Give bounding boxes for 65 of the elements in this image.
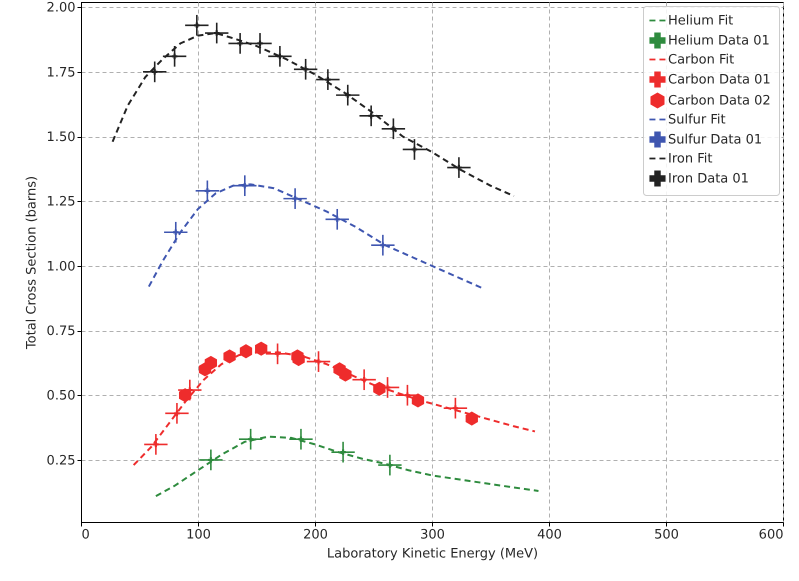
legend-label: Carbon Data 01 xyxy=(668,72,771,88)
point xyxy=(204,188,210,194)
y-tick-label: 2.00 xyxy=(46,0,76,16)
legend-label: Carbon Fit xyxy=(668,52,734,68)
point xyxy=(339,367,352,382)
legend-label: Carbon Data 02 xyxy=(668,94,771,108)
y-tick-label: 1.75 xyxy=(46,65,76,80)
point xyxy=(153,442,159,448)
y-axis-title: Total Cross Section (barns) xyxy=(24,176,40,350)
x-tick-label: 0 xyxy=(82,528,90,542)
point xyxy=(248,436,254,442)
point xyxy=(340,449,346,455)
point xyxy=(152,69,158,75)
point xyxy=(334,216,340,222)
y-tick-label: 1.00 xyxy=(46,259,76,274)
x-tick-label: 500 xyxy=(654,528,679,542)
y-tick-label: 1.25 xyxy=(46,194,76,210)
x-tick-label: 200 xyxy=(303,528,328,542)
point xyxy=(208,457,214,463)
point xyxy=(277,54,283,60)
point xyxy=(204,356,218,370)
point xyxy=(242,182,248,188)
point xyxy=(214,30,220,36)
y-tick-label: 0.50 xyxy=(46,388,76,404)
point xyxy=(255,342,268,356)
point xyxy=(412,393,424,408)
point xyxy=(274,351,280,357)
point xyxy=(223,349,236,364)
point xyxy=(240,344,252,358)
point xyxy=(456,164,462,170)
point xyxy=(194,22,200,28)
point xyxy=(292,196,298,202)
legend-label: Sulfur Data 01 xyxy=(668,132,762,148)
point xyxy=(452,405,458,411)
y-tick-label: 1.50 xyxy=(46,130,76,146)
x-tick-label: 600 xyxy=(758,528,784,542)
legend-label: Sulfur Fit xyxy=(668,112,726,128)
point xyxy=(325,76,331,82)
legend-label: Iron Fit xyxy=(668,152,712,166)
point xyxy=(373,382,386,396)
x-tick-label: 100 xyxy=(186,528,211,542)
point xyxy=(302,66,308,72)
point xyxy=(390,126,396,132)
point xyxy=(173,230,179,235)
point xyxy=(298,436,304,442)
point xyxy=(178,388,192,402)
point xyxy=(368,113,374,119)
point xyxy=(412,146,418,152)
y-tick-label: 0.75 xyxy=(46,324,76,340)
x-axis-title: Laboratory Kinetic Energy (MeV) xyxy=(326,546,538,562)
point xyxy=(172,54,178,60)
legend-label: Helium Data 01 xyxy=(668,34,770,48)
legend-label: Iron Data 01 xyxy=(668,172,749,186)
x-tick-label: 300 xyxy=(420,528,445,542)
point xyxy=(174,410,180,416)
point xyxy=(466,411,478,426)
y-tick-label: 0.25 xyxy=(46,453,76,468)
point xyxy=(387,462,393,468)
point xyxy=(237,40,243,46)
point xyxy=(345,92,350,98)
point xyxy=(380,242,386,248)
point xyxy=(361,376,367,382)
x-tick-label: 400 xyxy=(537,528,562,542)
legend-label: Helium Fit xyxy=(668,14,734,28)
point xyxy=(404,392,410,398)
